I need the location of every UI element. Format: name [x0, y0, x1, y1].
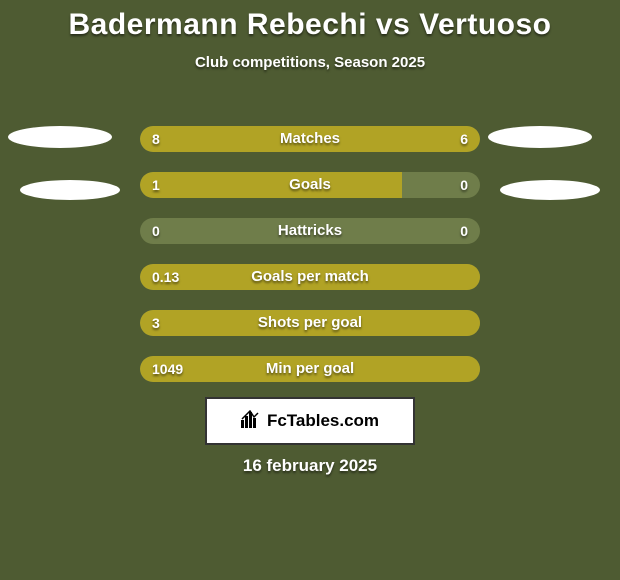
- stat-value-left: 0.13: [152, 264, 179, 290]
- stat-value-right: 0: [460, 172, 468, 198]
- player-silhouette-left-2: [20, 180, 120, 200]
- stat-label: Min per goal: [140, 356, 480, 382]
- subtitle: Club competitions, Season 2025: [0, 54, 620, 71]
- brand-box: FcTables.com: [205, 397, 415, 445]
- stat-label: Matches: [140, 126, 480, 152]
- stat-row: Shots per goal3: [140, 310, 480, 336]
- player-silhouette-right-2: [500, 180, 600, 200]
- date-text: 16 february 2025: [0, 456, 620, 476]
- comparison-infographic: Badermann Rebechi vs Vertuoso Club compe…: [0, 0, 620, 580]
- stat-value-left: 0: [152, 218, 160, 244]
- stat-row: Min per goal1049: [140, 356, 480, 382]
- stat-value-right: 6: [460, 126, 468, 152]
- page-title: Badermann Rebechi vs Vertuoso: [0, 0, 620, 42]
- stat-value-left: 1049: [152, 356, 183, 382]
- stat-label: Hattricks: [140, 218, 480, 244]
- brand-text: FcTables.com: [267, 411, 379, 431]
- stat-row: Hattricks0 0: [140, 218, 480, 244]
- stat-row: Goals per match0.13: [140, 264, 480, 290]
- stat-value-left: 3: [152, 310, 160, 336]
- player-silhouette-right-1: [488, 126, 592, 148]
- stat-value-right: 0: [460, 218, 468, 244]
- stats-container: Matches86Goals10Hattricks00Goals per mat…: [140, 126, 480, 402]
- bar-chart-icon: [241, 410, 261, 433]
- stat-label: Goals: [140, 172, 480, 198]
- stat-row: Goals1 0: [140, 172, 480, 198]
- stat-row: Matches8 6: [140, 126, 480, 152]
- stat-value-left: 8: [152, 126, 160, 152]
- stat-value-left: 1: [152, 172, 160, 198]
- player-silhouette-left-1: [8, 126, 112, 148]
- stat-label: Goals per match: [140, 264, 480, 290]
- stat-label: Shots per goal: [140, 310, 480, 336]
